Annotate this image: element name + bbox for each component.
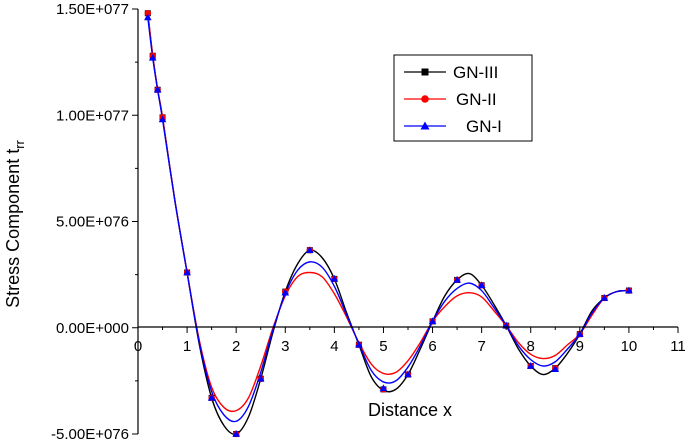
legend-entry-gn-iii: GN-III [404, 63, 498, 82]
data-point-gn-i [477, 281, 486, 289]
x-tick-label: 3 [281, 338, 289, 355]
series-line-gn-i [147, 17, 629, 423]
data-point-gn-i [551, 365, 560, 372]
data-point-gn-i [404, 370, 412, 378]
y-axis-title: Stress Component trr [3, 139, 27, 307]
data-point-gn-i [330, 274, 339, 282]
axes [132, 8, 679, 435]
x-tick-label: 11 [670, 338, 685, 355]
legend-marker-triangle [420, 121, 430, 130]
data-point-gn-ii [144, 10, 152, 17]
data-point-gn-i [576, 330, 584, 337]
data-point-gn-i [428, 317, 437, 325]
data-point-gn-i [148, 53, 157, 61]
series-curves [147, 13, 629, 435]
x-tick-label: 4 [330, 338, 338, 355]
data-point-gn-i [281, 288, 290, 296]
series-line-gn-ii [147, 13, 629, 413]
data-point-gn-i [158, 115, 167, 123]
x-tick-label: 5 [379, 338, 387, 355]
legend-label-gn-iii: GN-III [453, 63, 498, 82]
data-point-gn-i [625, 286, 633, 294]
x-tick-label: 9 [576, 338, 584, 355]
y-tick-label: 1.00E+077 [56, 107, 129, 124]
data-point-gn-i [526, 362, 535, 369]
y-tick-label: 1.50E+077 [56, 1, 129, 18]
legend: GN-III GN-II GN-I [393, 54, 533, 142]
data-point-gn-i [153, 85, 162, 93]
y-axis-title-subscript: rr [12, 139, 27, 148]
data-point-gn-i [306, 246, 314, 253]
x-tick-label: 2 [232, 338, 240, 355]
x-axis-title: Distance x [368, 400, 452, 420]
tick-labels: 0 1 2 3 4 5 6 7 8 9 10 11 -5.00E+076 0.00E+000 5.00E+0… [51, 1, 685, 443]
x-tick-label: 10 [621, 338, 638, 355]
y-axis-title-main: Stress Component t [3, 149, 23, 308]
data-point-gn-i [355, 340, 363, 348]
y-tick-label: 5.00E+076 [56, 214, 129, 231]
series-line-gn-iii [147, 13, 629, 435]
x-tick-label: 8 [527, 338, 535, 355]
data-point-gn-i [379, 384, 388, 392]
x-tick-label: 1 [183, 338, 191, 355]
legend-box [393, 54, 533, 142]
data-point-gn-i [183, 268, 191, 276]
series-markers [144, 10, 633, 438]
data-point-gn-i [256, 374, 265, 382]
legend-marker-square [421, 68, 429, 76]
legend-label-gn-i: GN-I [466, 117, 502, 136]
data-point-gn-i [144, 13, 152, 21]
data-point-gn-i [600, 294, 609, 301]
legend-entry-gn-ii: GN-II [404, 90, 497, 109]
data-point-gn-i [453, 275, 461, 283]
legend-marker-circle [421, 95, 429, 103]
legend-label-gn-ii: GN-II [456, 90, 497, 109]
y-tick-label: 0.00E+000 [56, 320, 129, 337]
legend-entry-gn-i: GN-I [404, 117, 502, 136]
y-tick-label: -5.00E+076 [51, 426, 129, 443]
x-tick-label: 0 [134, 338, 142, 355]
data-point-gn-i [232, 430, 240, 437]
data-point-gn-i [207, 393, 216, 401]
x-tick-label: 7 [477, 338, 485, 355]
x-tick-label: 6 [428, 338, 436, 355]
